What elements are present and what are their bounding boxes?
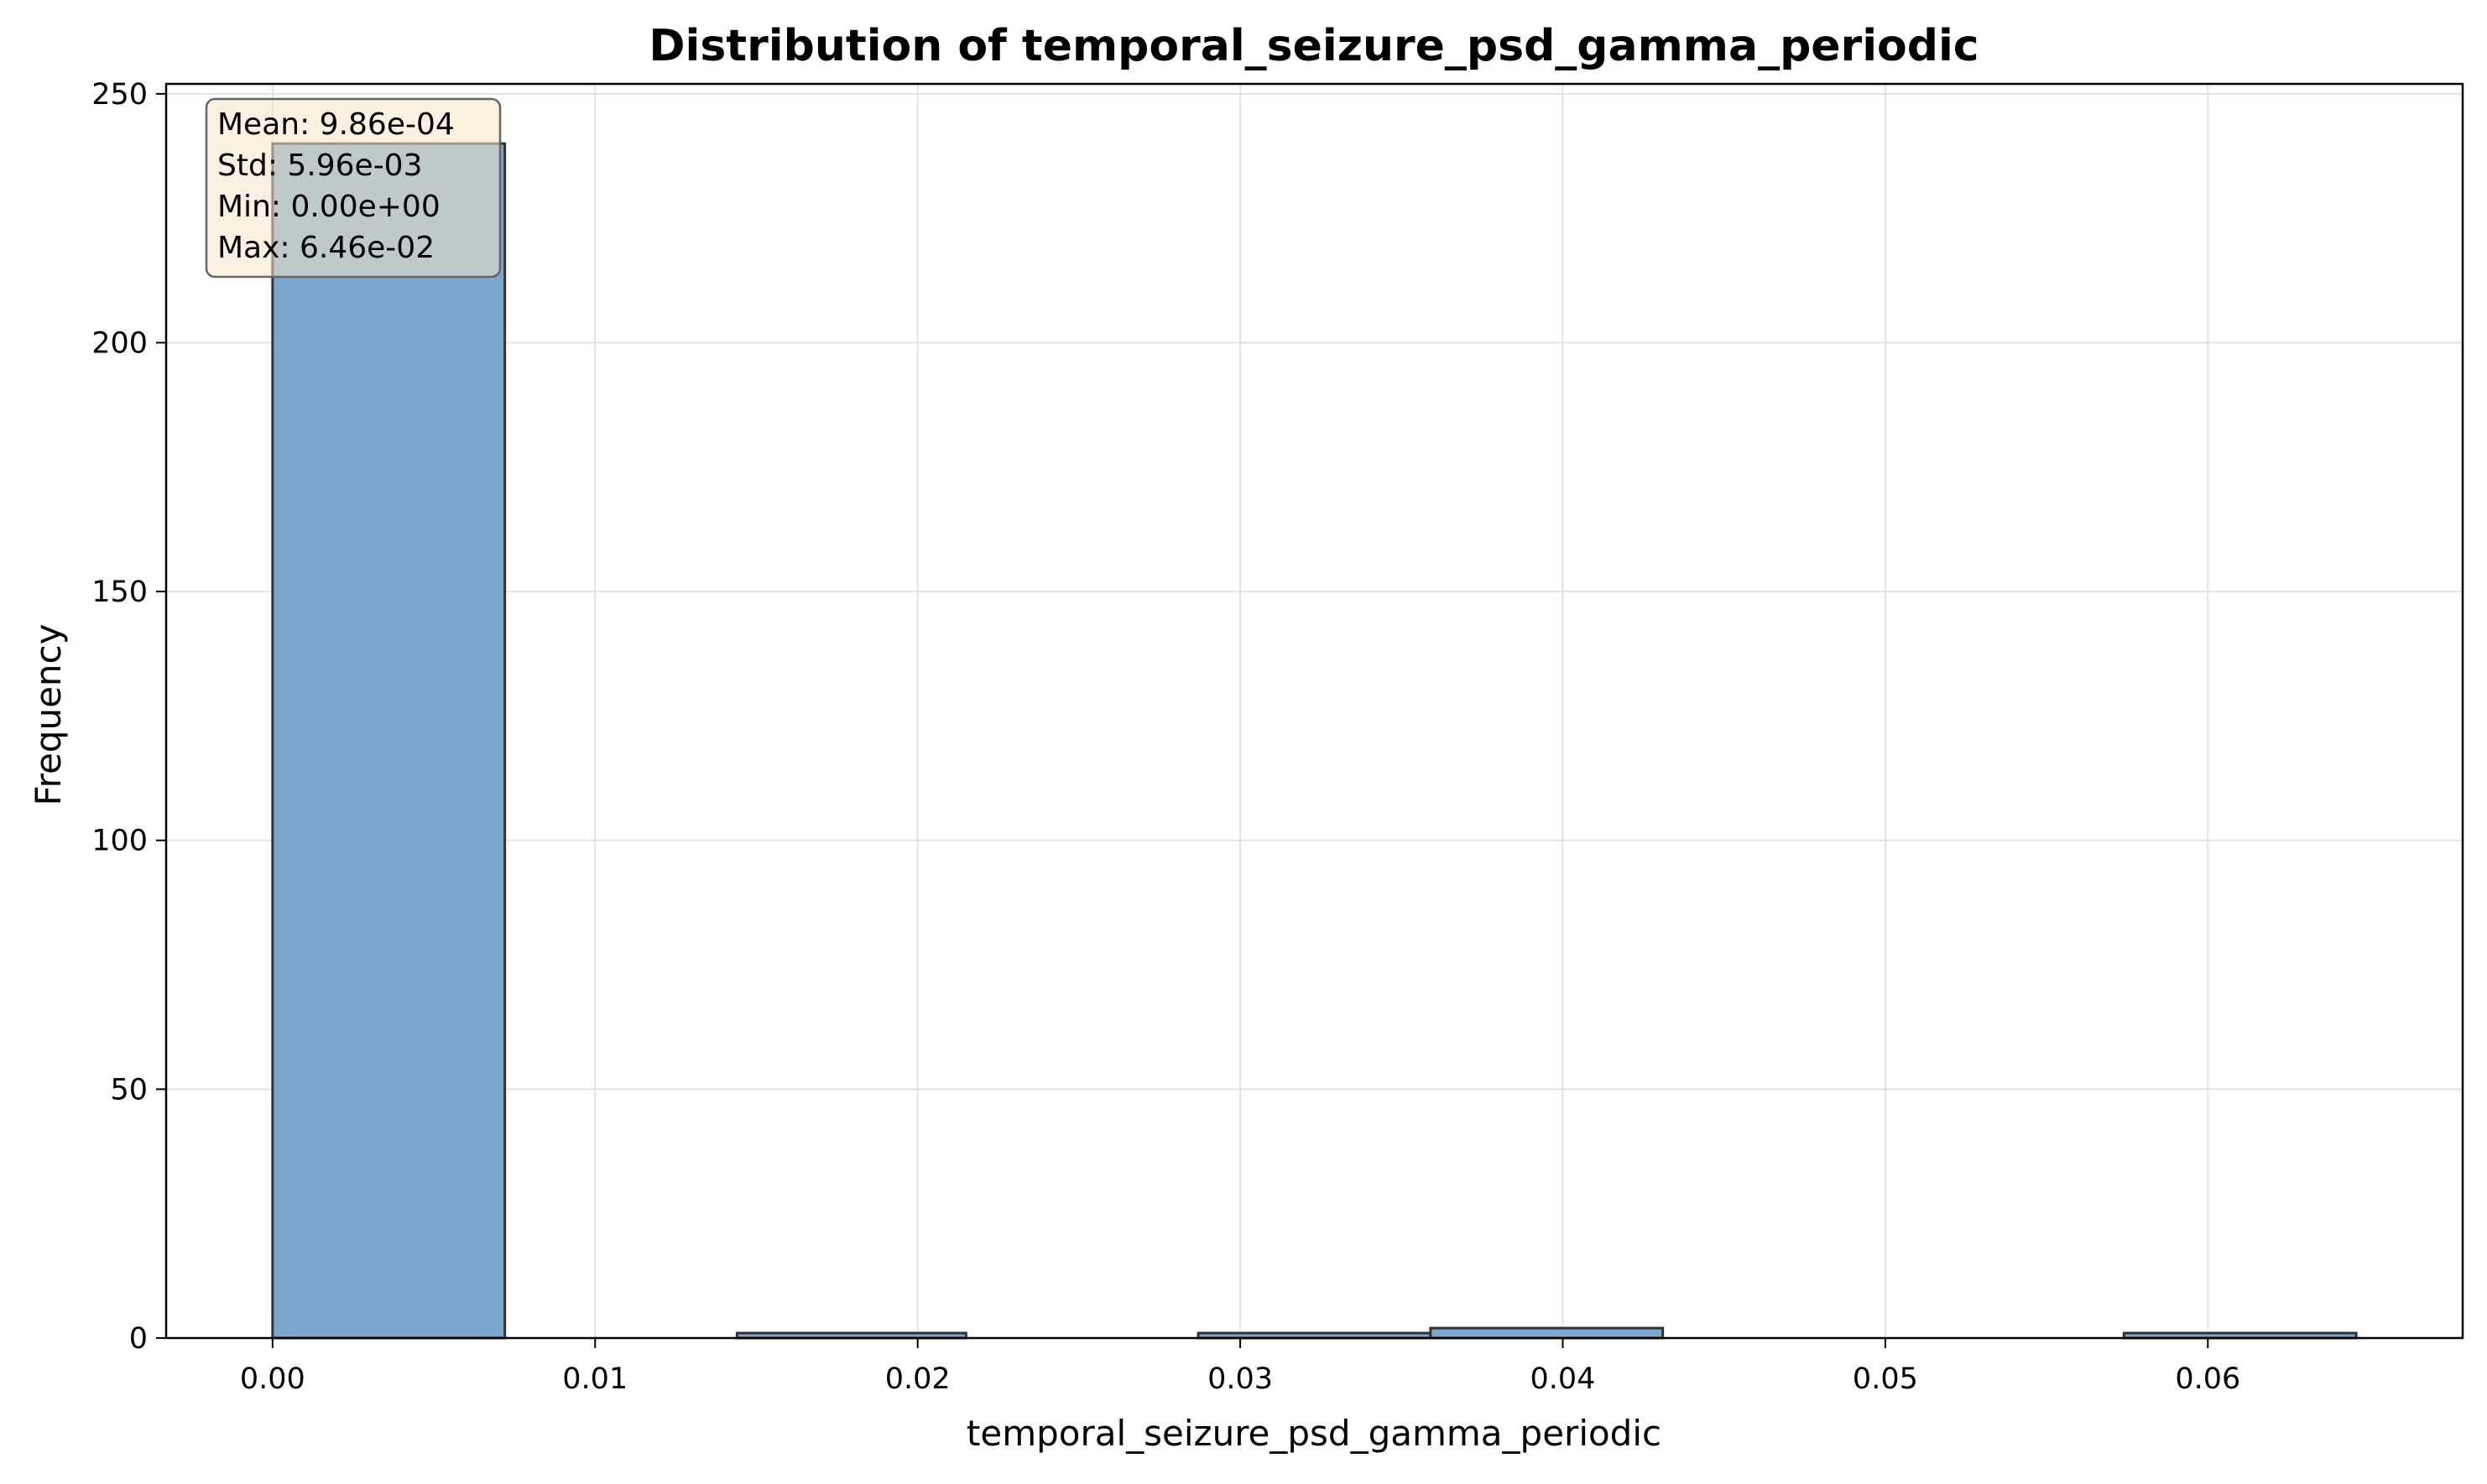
x-tick-label: 0.02	[885, 1362, 951, 1396]
y-tick-label: 0	[129, 1322, 148, 1356]
x-tick-label: 0.00	[240, 1362, 305, 1396]
stats-box: Mean: 9.86e-04 Std: 5.96e-03 Min: 0.00e+…	[205, 97, 502, 279]
stats-box-background	[205, 97, 502, 279]
x-axis-label: temporal_seizure_psd_gamma_periodic	[967, 1413, 1661, 1454]
y-tick-label: 200	[91, 326, 148, 360]
x-tick-label: 0.01	[562, 1362, 628, 1396]
x-tick-label: 0.06	[2175, 1362, 2240, 1396]
histogram-bar	[271, 142, 507, 1340]
x-tick-label: 0.04	[1530, 1362, 1596, 1396]
histogram-bars	[271, 142, 2358, 1340]
y-tick-label: 100	[91, 825, 148, 858]
stats-min: Min: 0.00e+00	[217, 190, 441, 224]
histogram-bar	[1429, 1326, 1665, 1340]
x-tick-label: 0.03	[1207, 1362, 1273, 1396]
plot-frame	[164, 82, 2464, 1340]
x-tick-label: 0.05	[1853, 1362, 1918, 1396]
y-tick-label: 50	[110, 1073, 148, 1106]
x-axis-ticks: 0.00 0.01 0.02 0.03 0.04 0.05 0.06	[240, 1338, 2240, 1396]
y-tick-label: 250	[91, 78, 148, 112]
stats-std: Std: 5.96e-03	[217, 148, 423, 183]
stats-max: Max: 6.46e-02	[217, 231, 435, 265]
grid-lines	[166, 84, 2463, 1339]
y-tick-label: 150	[91, 575, 148, 609]
y-axis-label: Frequency	[28, 624, 69, 806]
chart-title: Distribution of temporal_seizure_psd_gam…	[649, 21, 1979, 71]
stats-mean: Mean: 9.86e-04	[217, 107, 455, 142]
y-axis-ticks: 0 50 100 150 200 250	[91, 78, 166, 1356]
